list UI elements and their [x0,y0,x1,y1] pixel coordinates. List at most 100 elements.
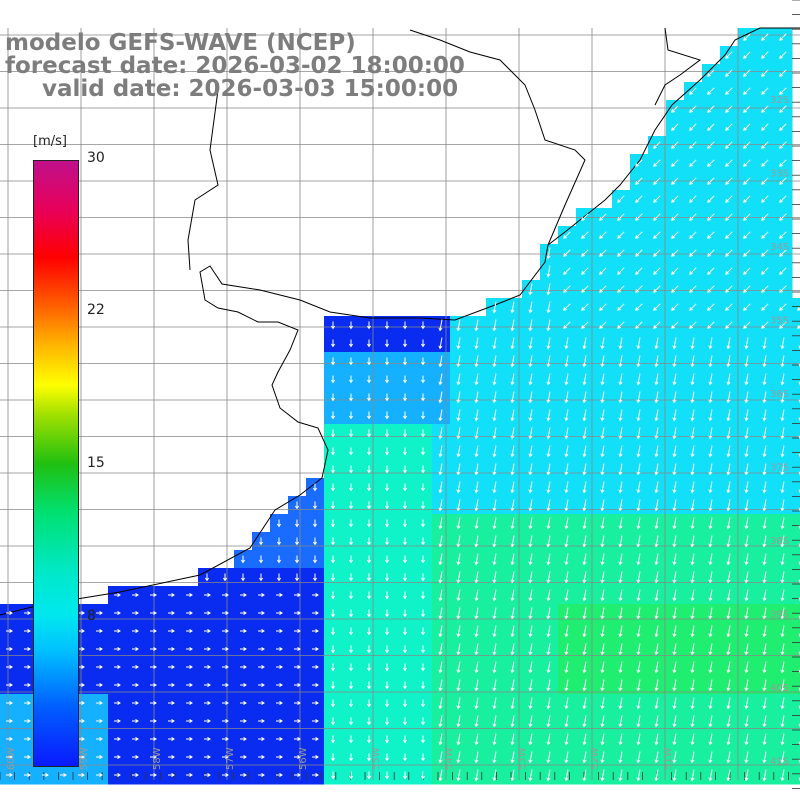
wind-arrow [726,355,731,368]
wind-arrow [636,589,641,602]
wind-arrow [708,607,713,620]
wind-arrow [672,733,677,746]
wind-arrow [726,751,731,764]
wind-arrow [546,247,551,260]
wind-arrow [725,69,733,77]
wind-arrow [348,681,354,690]
wind-arrow [725,321,733,329]
wind-arrow [708,697,713,710]
wind-arrow [168,592,175,598]
wind-arrow [689,123,697,131]
wind-arrow [510,445,515,458]
wind-arrow [546,355,551,368]
wind-arrow [780,661,785,674]
wind-arrow [492,409,497,422]
wind-arrow [689,303,697,311]
wind-arrow [617,267,625,275]
wind-arrow [600,679,605,692]
wind-arrow [492,301,497,314]
wind-arrow [402,555,408,564]
wind-arrow [654,517,659,530]
wind-arrow [186,700,193,706]
wind-arrow [690,481,695,494]
wind-speed-cell [792,316,800,335]
wind-arrow [546,409,551,422]
wind-arrow [690,463,695,476]
wind-arrow [222,573,228,582]
wind-arrow [186,772,193,778]
wind-arrow [779,213,787,221]
wind-arrow [582,409,587,422]
wind-arrow [708,373,713,386]
wind-arrow [689,105,697,113]
wind-arrow [96,772,103,778]
wind-arrow [420,681,426,690]
wind-arrow [438,427,443,440]
wind-arrow [708,733,713,746]
wind-arrow [690,769,695,782]
wind-arrow [618,643,623,656]
wind-arrow [6,736,13,742]
wind-arrow [420,411,426,420]
wind-arrow [780,355,785,368]
wind-arrow [708,589,713,602]
wind-arrow [492,733,497,746]
wind-arrow [564,481,569,494]
wind-arrow [654,571,659,584]
wind-arrow [492,517,497,530]
wind-arrow [707,249,715,257]
wind-arrow [726,445,731,458]
wind-arrow [780,337,785,350]
wind-arrow [456,499,461,512]
wind-arrow [366,753,372,762]
wind-arrow [528,751,533,764]
wind-arrow [294,772,301,778]
wind-arrow [798,687,800,692]
wind-arrow [744,715,749,728]
wind-arrow [348,465,354,474]
wind-arrow [600,607,605,620]
wind-arrow [456,319,461,332]
wind-arrow [689,177,697,185]
wind-arrow [474,373,479,386]
wind-arrow [744,535,749,548]
wind-arrow [402,699,408,708]
wind-arrow [492,643,497,656]
wind-arrow [492,463,497,476]
wind-arrow [438,571,443,584]
wind-arrow [564,679,569,692]
wind-arrow [510,463,515,476]
wind-arrow [780,553,785,566]
border-line [409,29,586,246]
wind-arrow [222,664,229,670]
wind-arrow [438,733,443,746]
wind-arrow [564,427,569,440]
wind-arrow [366,663,372,672]
wind-arrow [618,625,623,638]
wind-arrow [707,195,715,203]
wind-arrow [779,195,787,203]
wind-arrow [798,777,800,782]
wind-arrow [672,643,677,656]
wind-arrow [438,409,443,422]
wind-arrow [474,535,479,548]
wind-arrow [617,213,625,221]
wind-arrow [510,607,515,620]
wind-arrow [420,429,426,438]
wind-arrow [690,643,695,656]
wind-arrow [528,679,533,692]
wind-arrow [438,337,443,350]
wind-arrow [618,463,623,476]
wind-arrow [672,427,677,440]
wind-arrow [726,607,731,620]
wind-arrow [132,682,139,688]
wind-speed-field [0,28,800,785]
wind-arrow [744,553,749,566]
wind-arrow [114,736,121,742]
wind-arrow [798,723,800,728]
wind-arrow [725,105,733,113]
wind-arrow [672,499,677,512]
colorbar-tick-8: 8 [87,608,96,624]
wind-arrow [564,589,569,602]
wind-arrow [582,499,587,512]
